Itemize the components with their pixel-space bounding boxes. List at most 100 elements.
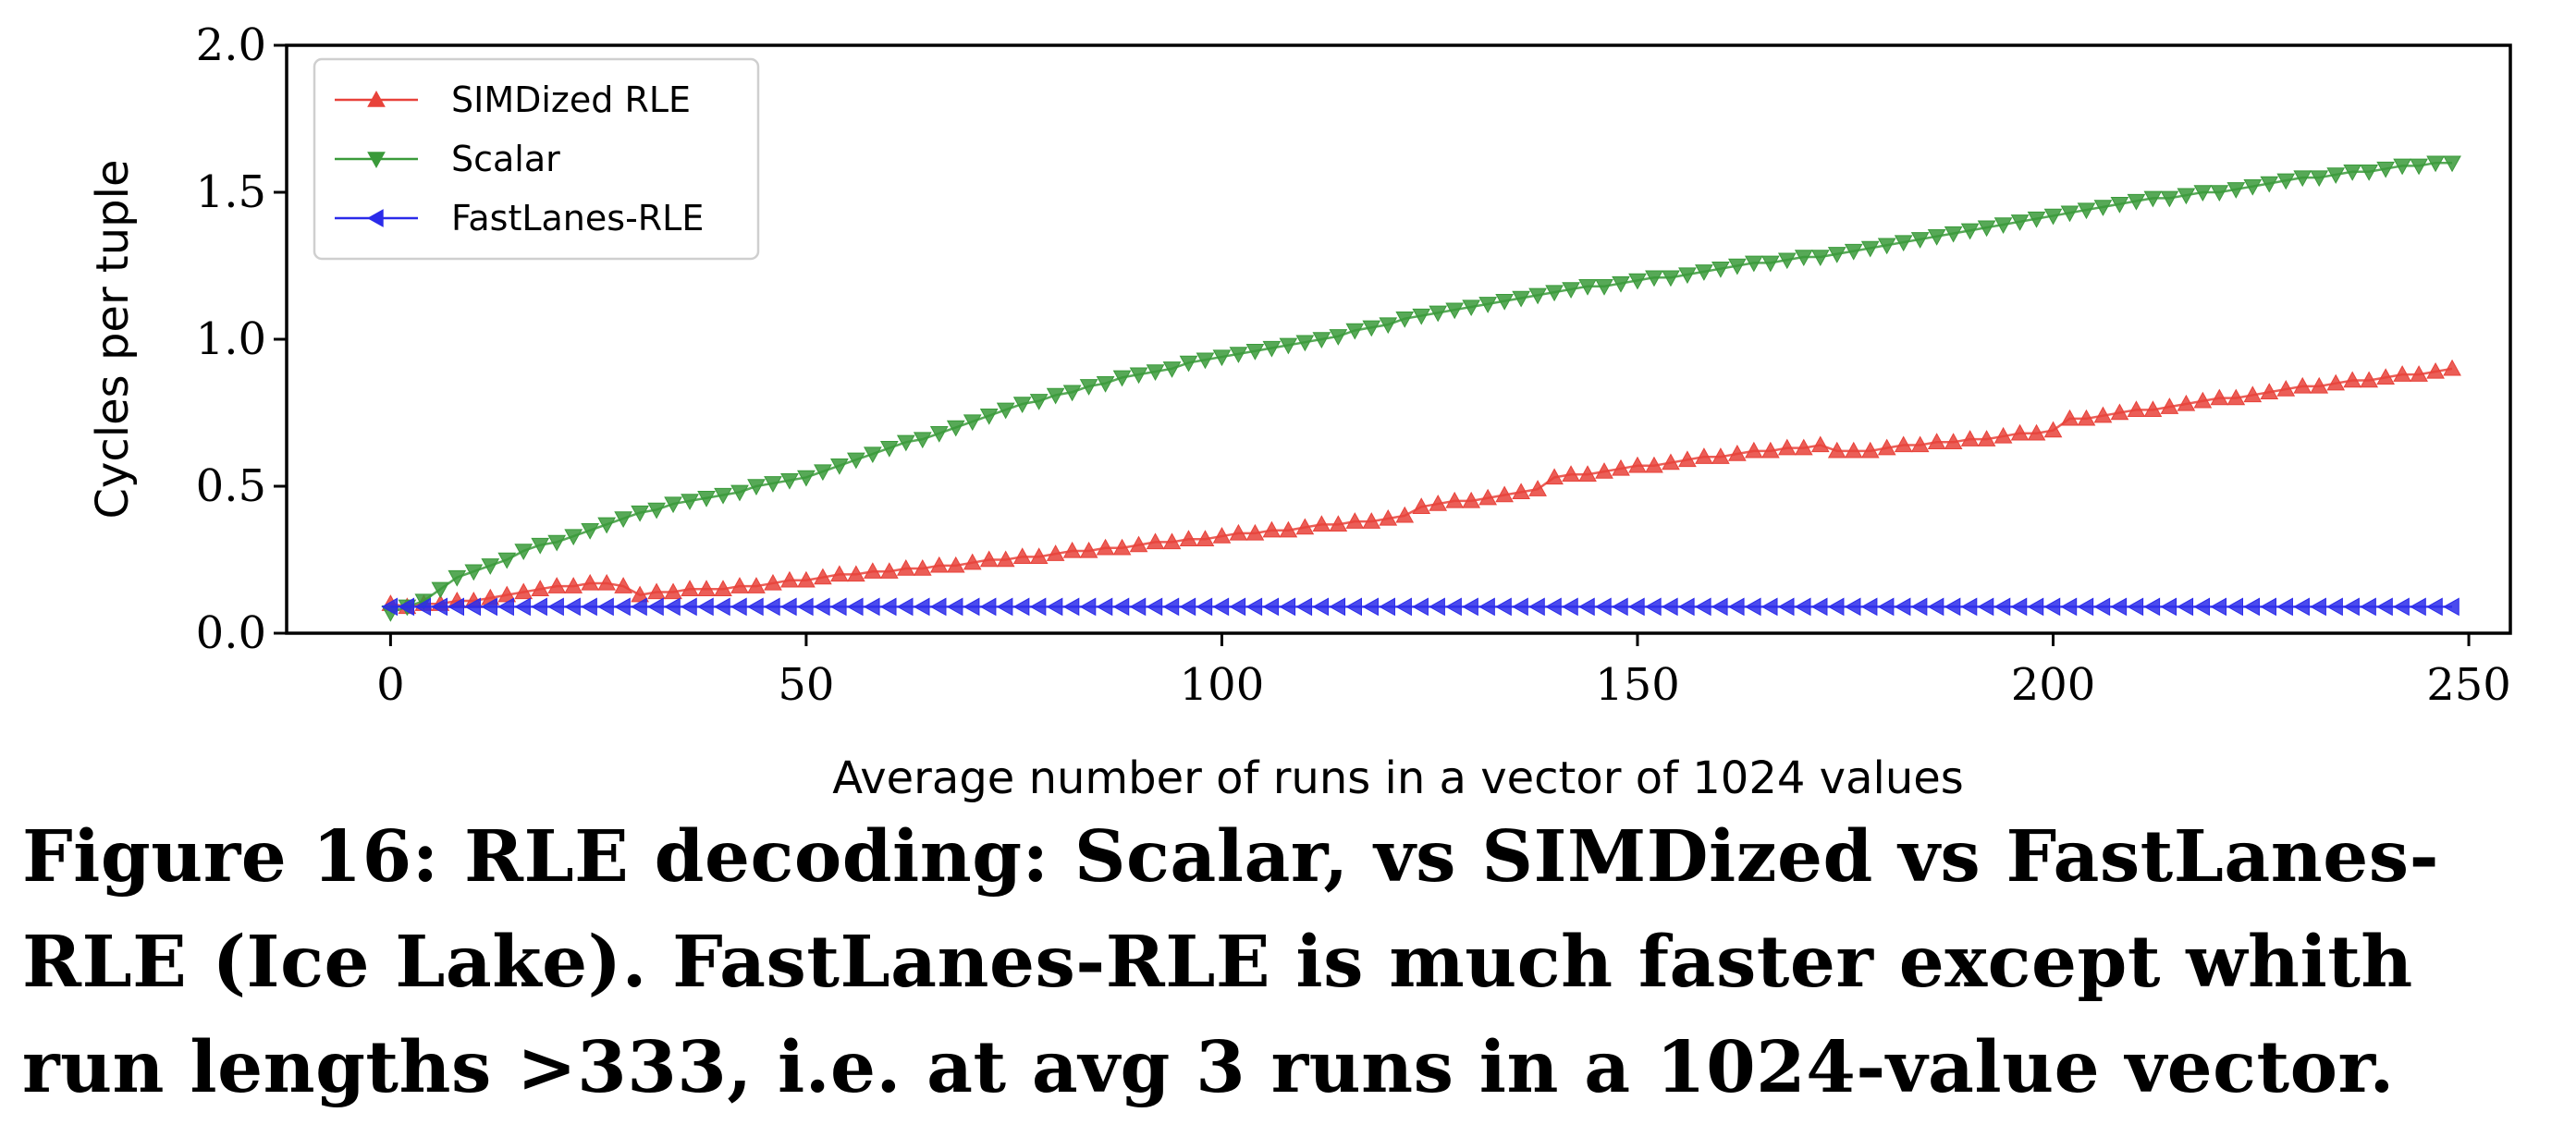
data-point bbox=[1329, 515, 1348, 532]
data-point bbox=[1245, 344, 1265, 361]
data-point bbox=[2060, 205, 2079, 223]
data-point bbox=[2326, 597, 2343, 617]
y-tick-label: 1.5 bbox=[196, 166, 266, 218]
data-point bbox=[1844, 243, 1863, 261]
data-point bbox=[1628, 273, 1647, 290]
data-point bbox=[2393, 365, 2411, 382]
data-point bbox=[2060, 597, 2078, 617]
data-point bbox=[1545, 285, 1564, 302]
data-point bbox=[1711, 597, 1728, 617]
data-point bbox=[1395, 597, 1412, 617]
data-point bbox=[1412, 497, 1431, 514]
data-point bbox=[448, 569, 467, 587]
data-point bbox=[996, 597, 1013, 617]
data-point bbox=[846, 597, 864, 617]
data-point bbox=[497, 552, 517, 569]
data-point bbox=[1810, 250, 1830, 266]
x-tick-label: 150 bbox=[1595, 659, 1680, 711]
data-point bbox=[780, 570, 799, 588]
data-point bbox=[1229, 597, 1246, 617]
data-point bbox=[2393, 597, 2410, 617]
data-point bbox=[497, 597, 514, 617]
data-point bbox=[714, 487, 732, 505]
data-point bbox=[2077, 202, 2096, 220]
data-point bbox=[2093, 200, 2113, 216]
data-point bbox=[2360, 597, 2376, 617]
data-point bbox=[1528, 480, 1547, 496]
data-point bbox=[2193, 391, 2213, 409]
data-point bbox=[1112, 370, 1132, 387]
data-point bbox=[1612, 458, 1630, 476]
data-point bbox=[2376, 597, 2393, 617]
data-point bbox=[1827, 597, 1845, 617]
x-axis: 0 50 100 150 200 250 bbox=[376, 633, 2511, 711]
data-point bbox=[1312, 332, 1331, 349]
data-point bbox=[448, 597, 465, 617]
data-point bbox=[1545, 597, 1562, 617]
data-point bbox=[2243, 385, 2263, 403]
data-point bbox=[531, 537, 550, 555]
data-point bbox=[431, 597, 448, 617]
data-point bbox=[830, 565, 849, 582]
data-point bbox=[863, 597, 880, 617]
y-tick-label: 1.0 bbox=[196, 313, 266, 365]
data-point bbox=[2193, 185, 2213, 202]
data-point bbox=[813, 597, 830, 617]
data-point bbox=[1029, 394, 1049, 410]
data-point bbox=[963, 553, 982, 570]
data-point bbox=[946, 420, 965, 437]
data-point bbox=[2326, 167, 2346, 184]
data-point bbox=[1860, 441, 1880, 458]
data-point bbox=[1728, 444, 1747, 461]
data-point bbox=[631, 597, 647, 617]
data-point bbox=[664, 597, 681, 617]
data-point bbox=[1910, 597, 1928, 617]
data-point bbox=[879, 562, 899, 579]
data-point bbox=[780, 472, 799, 490]
data-point bbox=[2093, 597, 2111, 617]
data-point bbox=[1345, 597, 1362, 617]
data-point bbox=[1827, 247, 1846, 263]
data-point bbox=[1927, 433, 1946, 449]
data-point bbox=[730, 577, 749, 593]
data-point bbox=[1595, 279, 1613, 296]
data-point bbox=[2443, 597, 2459, 617]
data-point bbox=[1678, 267, 1697, 285]
data-point bbox=[2276, 173, 2296, 190]
data-point bbox=[1727, 597, 1745, 617]
data-point bbox=[2260, 597, 2276, 617]
data-point bbox=[614, 597, 631, 617]
plot-frame bbox=[285, 43, 2512, 635]
data-point bbox=[547, 534, 567, 552]
data-point bbox=[1445, 302, 1465, 320]
data-point bbox=[664, 582, 682, 600]
data-point bbox=[796, 597, 814, 617]
data-point bbox=[2177, 188, 2196, 205]
data-point bbox=[1810, 597, 1828, 617]
y-axis-label: Cycles per tuple bbox=[87, 159, 139, 519]
data-point bbox=[963, 597, 980, 617]
data-point bbox=[2310, 170, 2329, 188]
data-point bbox=[1578, 465, 1597, 482]
data-point bbox=[1594, 597, 1612, 617]
data-point bbox=[1196, 597, 1213, 617]
data-point bbox=[746, 597, 764, 617]
data-point bbox=[1944, 433, 1963, 449]
data-point bbox=[1827, 441, 1846, 458]
data-point bbox=[1628, 456, 1647, 473]
data-point bbox=[1894, 235, 1913, 252]
data-point bbox=[896, 434, 915, 452]
y-axis: 0.0 0.5 1.0 1.5 2.0 bbox=[196, 19, 287, 659]
data-point bbox=[647, 582, 666, 600]
data-point bbox=[1910, 435, 1930, 453]
data-point bbox=[797, 570, 816, 588]
data-point bbox=[581, 523, 600, 540]
data-point bbox=[2110, 403, 2129, 421]
data-point bbox=[1379, 597, 1395, 617]
data-point bbox=[1662, 270, 1680, 287]
data-point bbox=[2010, 597, 2028, 617]
data-point bbox=[398, 597, 415, 617]
data-point bbox=[1578, 279, 1597, 296]
data-point bbox=[979, 408, 999, 425]
data-point bbox=[2326, 373, 2346, 391]
